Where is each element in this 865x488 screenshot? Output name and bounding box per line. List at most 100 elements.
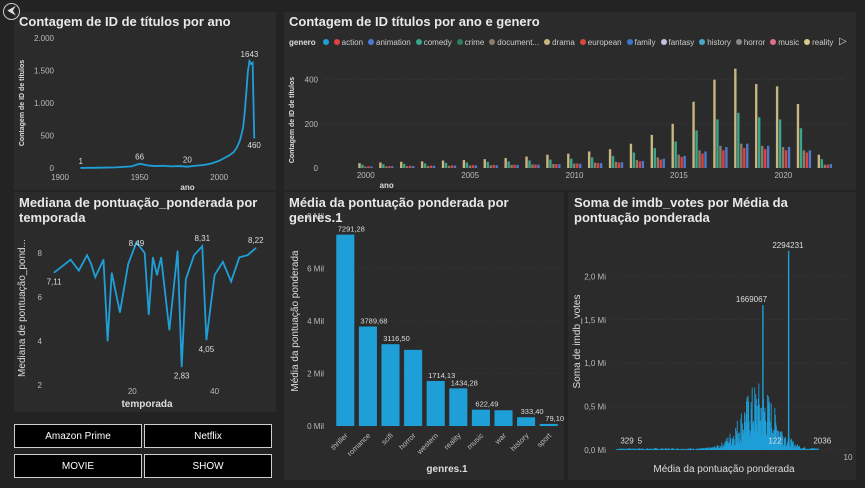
bar-thriller xyxy=(766,145,770,168)
bar-drama xyxy=(358,163,361,168)
histogram-bar xyxy=(634,449,636,450)
histogram-bar xyxy=(620,449,622,450)
netflix-button[interactable]: Netflix xyxy=(144,424,272,448)
legend-label: european xyxy=(587,37,622,47)
histogram-bar xyxy=(800,448,802,450)
histogram-bar xyxy=(635,449,637,450)
histogram-bar xyxy=(789,446,791,450)
histogram-bar xyxy=(670,449,672,450)
histogram-bar xyxy=(671,448,673,450)
histogram-bar xyxy=(676,448,677,450)
histogram-bar xyxy=(707,448,709,450)
data-point xyxy=(80,167,82,169)
legend-item-2[interactable]: comedy xyxy=(415,38,452,47)
data-point xyxy=(248,60,251,62)
histogram-bar xyxy=(803,447,805,450)
legend-item-11[interactable]: music xyxy=(770,38,799,47)
x-tick-label: music xyxy=(465,431,485,451)
histogram-bar xyxy=(808,448,810,450)
bar-drama xyxy=(755,84,758,168)
legend-item-0[interactable]: action xyxy=(333,38,363,47)
histogram-bar xyxy=(628,448,630,450)
data-point xyxy=(144,252,146,254)
bar-action xyxy=(722,150,725,168)
histogram-bar xyxy=(778,436,780,450)
histogram-bar xyxy=(759,420,761,450)
panel-median-per-season xyxy=(14,192,276,412)
play-icon[interactable]: ▷ xyxy=(839,36,847,47)
x-axis-label: temporada xyxy=(121,399,173,410)
data-label: 20 xyxy=(183,156,192,165)
histogram-bar xyxy=(745,432,746,450)
legend-item-9[interactable]: history xyxy=(699,38,731,47)
histogram-bar xyxy=(812,449,814,450)
legend-item-5[interactable]: drama xyxy=(544,38,575,47)
data-point xyxy=(236,147,238,149)
histogram-bar xyxy=(815,448,816,450)
legend-item-7[interactable]: family xyxy=(626,38,656,47)
histogram-bar xyxy=(777,431,779,450)
legend-item-12[interactable]: reality xyxy=(804,38,833,47)
histogram-bar xyxy=(776,443,778,450)
bar-thriller xyxy=(641,160,645,168)
histogram-bar xyxy=(722,445,724,450)
legend-item-10[interactable]: horror xyxy=(735,38,765,47)
histogram-bar xyxy=(649,448,651,450)
histogram-bar xyxy=(687,448,689,450)
data-point xyxy=(193,254,195,256)
legend-item-6[interactable]: european xyxy=(579,37,622,47)
histogram-bar xyxy=(717,446,719,450)
y-tick-label: 400 xyxy=(305,76,319,85)
y-tick-label: 2 Mil xyxy=(307,370,324,379)
bar-thriller xyxy=(579,163,582,168)
histogram-bar xyxy=(772,433,774,450)
histogram-bar xyxy=(697,448,699,450)
bar-drama xyxy=(483,159,486,168)
legend-label: drama xyxy=(552,37,575,47)
x-axis-label: genres.1 xyxy=(426,464,468,475)
data-label: 7291,28 xyxy=(338,225,365,234)
x-tick-label: 1950 xyxy=(131,173,149,182)
legend-item-1[interactable]: animation xyxy=(368,38,411,47)
y-tick-label: 200 xyxy=(305,120,319,129)
back-arrow-icon[interactable]: ⮜ xyxy=(3,3,20,20)
amazon-prime-button[interactable]: Amazon Prime xyxy=(14,424,142,448)
bar-action xyxy=(576,163,579,168)
legend-dot-all[interactable] xyxy=(322,39,329,45)
bar-documentation xyxy=(698,150,701,168)
histogram-bar xyxy=(685,449,687,450)
data-point xyxy=(250,63,252,65)
chart-title-4: Média da pontuação ponderada por genres.… xyxy=(289,195,509,225)
y-tick-label: 4 Mil xyxy=(307,317,324,326)
histogram-bar xyxy=(701,448,703,450)
legend-item-3[interactable]: crime xyxy=(456,38,484,47)
histogram-bar xyxy=(653,449,655,450)
movie-button[interactable]: MOVIE xyxy=(14,454,142,478)
legend-dot xyxy=(735,39,742,45)
legend-item-4[interactable]: document... xyxy=(489,38,539,47)
histogram-bar xyxy=(817,448,819,450)
data-point xyxy=(205,339,207,341)
bar-action xyxy=(471,165,475,168)
legend-dot xyxy=(456,39,463,45)
histogram-bar xyxy=(808,449,810,450)
histogram-bar xyxy=(655,448,657,450)
histogram-bar xyxy=(722,448,724,450)
data-point xyxy=(94,276,96,278)
histogram-bar xyxy=(758,383,760,450)
legend-item-8[interactable]: fantasy xyxy=(660,38,694,47)
bar-drama xyxy=(796,103,800,168)
data-point xyxy=(154,165,157,167)
bar-thriller xyxy=(558,164,561,168)
histogram-bar xyxy=(736,431,738,450)
histogram-bar xyxy=(624,449,625,450)
histogram-bar xyxy=(759,420,761,450)
histogram-bar xyxy=(785,436,787,450)
y-tick-label: 500 xyxy=(41,132,55,141)
bar-thriller xyxy=(683,155,686,168)
show-button[interactable]: SHOW xyxy=(144,454,272,478)
histogram-bar xyxy=(619,448,621,450)
bar-comedy xyxy=(361,164,364,168)
data-label: 1434,28 xyxy=(451,378,478,387)
bar-thriller xyxy=(336,234,355,426)
